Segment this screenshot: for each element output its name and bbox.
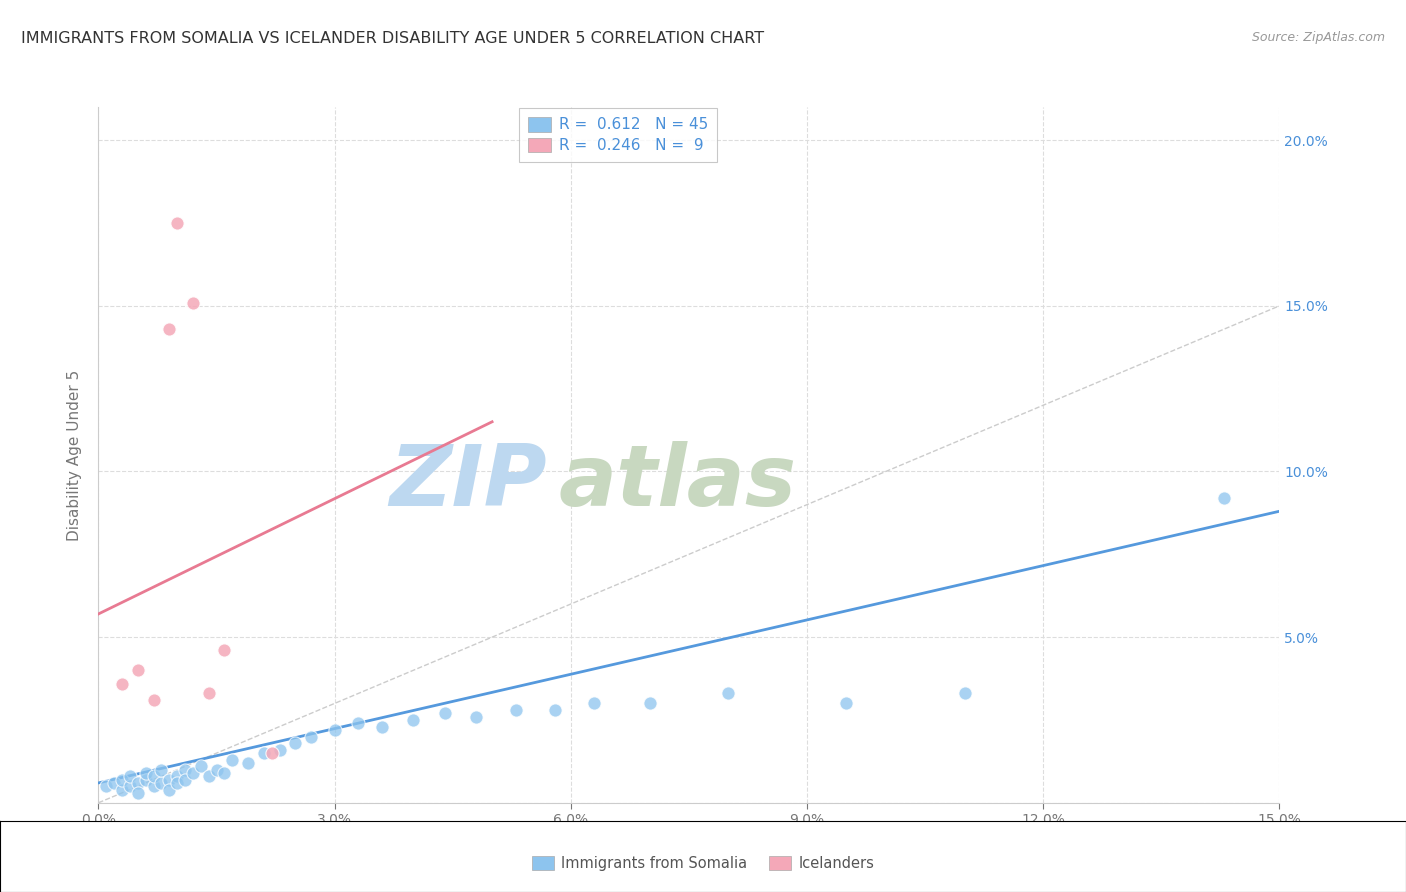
Point [111,772,134,787]
Point [142,769,165,783]
Point [166,776,188,790]
Point [214,766,236,780]
Point [347,716,370,731]
Legend: Immigrants from Somalia, Icelanders: Immigrants from Somalia, Icelanders [531,856,875,871]
Point [135,772,157,787]
Point [260,746,283,760]
Point [284,736,307,750]
Point [157,772,180,787]
Point [127,786,149,800]
Point [205,763,228,777]
Point [835,697,858,711]
Point [142,779,165,793]
Point [323,723,346,737]
Text: ZIP: ZIP [389,442,547,524]
Point [103,776,125,790]
Point [402,713,425,727]
Point [197,769,219,783]
Point [127,776,149,790]
Point [583,697,606,711]
Point [221,753,243,767]
Point [150,763,173,777]
Point [214,643,236,657]
Legend: R =  0.612   N = 45, R =  0.246   N =  9: R = 0.612 N = 45, R = 0.246 N = 9 [519,108,717,162]
Text: Source: ZipAtlas.com: Source: ZipAtlas.com [1251,31,1385,45]
Point [157,322,180,336]
Point [544,703,567,717]
Point [142,693,165,707]
Y-axis label: Disability Age Under 5: Disability Age Under 5 [67,369,83,541]
Point [371,720,394,734]
Point [433,706,456,721]
Point [953,686,976,700]
Point [157,782,180,797]
Point [505,703,527,717]
Text: IMMIGRANTS FROM SOMALIA VS ICELANDER DISABILITY AGE UNDER 5 CORRELATION CHART: IMMIGRANTS FROM SOMALIA VS ICELANDER DIS… [21,31,765,46]
Point [111,676,134,690]
Point [150,776,173,790]
Point [717,686,740,700]
Point [118,779,141,793]
Point [174,763,197,777]
Point [236,756,259,770]
Point [638,697,661,711]
Point [174,772,197,787]
Text: atlas: atlas [560,442,797,524]
Point [166,216,188,230]
Point [135,766,157,780]
Point [465,709,488,723]
Point [96,779,118,793]
Point [127,663,149,677]
Point [299,730,322,744]
Point [166,769,188,783]
Point [181,766,204,780]
Point [181,295,204,310]
Point [111,782,134,797]
Point [1213,491,1236,505]
Point [190,759,212,773]
Point [269,743,291,757]
Point [197,686,219,700]
Point [253,746,276,760]
Point [118,769,141,783]
